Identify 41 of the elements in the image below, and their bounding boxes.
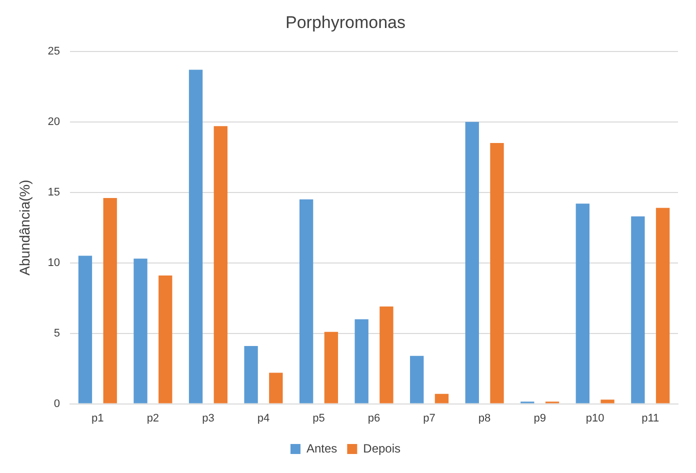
bar bbox=[214, 126, 228, 404]
bar bbox=[434, 394, 449, 404]
bar bbox=[600, 400, 614, 404]
bar bbox=[78, 256, 92, 404]
x-tick-label: p1 bbox=[92, 412, 104, 424]
bar bbox=[134, 258, 148, 404]
x-tick-label: p10 bbox=[586, 412, 604, 424]
x-tick-label: p6 bbox=[368, 412, 380, 424]
bar bbox=[188, 70, 203, 404]
y-tick-label: 0 bbox=[54, 398, 60, 410]
x-tick-label: p2 bbox=[146, 412, 160, 424]
x-tick-label: p5 bbox=[312, 412, 325, 424]
x-tick-label: p7 bbox=[423, 412, 436, 424]
x-tick-label: p4 bbox=[257, 412, 270, 424]
bar bbox=[576, 204, 590, 404]
bar bbox=[269, 372, 283, 404]
legend-label: Depois bbox=[363, 441, 401, 456]
legend-label: Antes bbox=[306, 441, 338, 456]
bar bbox=[490, 143, 504, 404]
bar bbox=[354, 319, 368, 404]
bar bbox=[324, 332, 338, 404]
bar bbox=[465, 122, 479, 404]
y-tick-label: 10 bbox=[48, 256, 60, 269]
y-tick-label: 15 bbox=[48, 186, 60, 198]
chart-title: Porphyromonas bbox=[285, 12, 406, 32]
bar bbox=[631, 216, 645, 404]
bar bbox=[299, 199, 314, 404]
bar bbox=[244, 346, 258, 404]
bar bbox=[410, 356, 424, 404]
x-tick-label: p11 bbox=[642, 412, 660, 424]
x-tick-label: p9 bbox=[534, 412, 546, 424]
y-tick-label: 20 bbox=[48, 116, 60, 128]
bar bbox=[380, 306, 394, 404]
y-tick-label: 25 bbox=[48, 45, 60, 58]
bar bbox=[103, 198, 117, 404]
bar bbox=[656, 208, 670, 404]
bar bbox=[158, 276, 172, 404]
x-tick-label: p8 bbox=[478, 412, 491, 424]
y-axis-title: Abundância(%) bbox=[16, 180, 32, 276]
x-tick-label: p3 bbox=[202, 412, 214, 424]
y-tick-label: 5 bbox=[54, 327, 60, 340]
